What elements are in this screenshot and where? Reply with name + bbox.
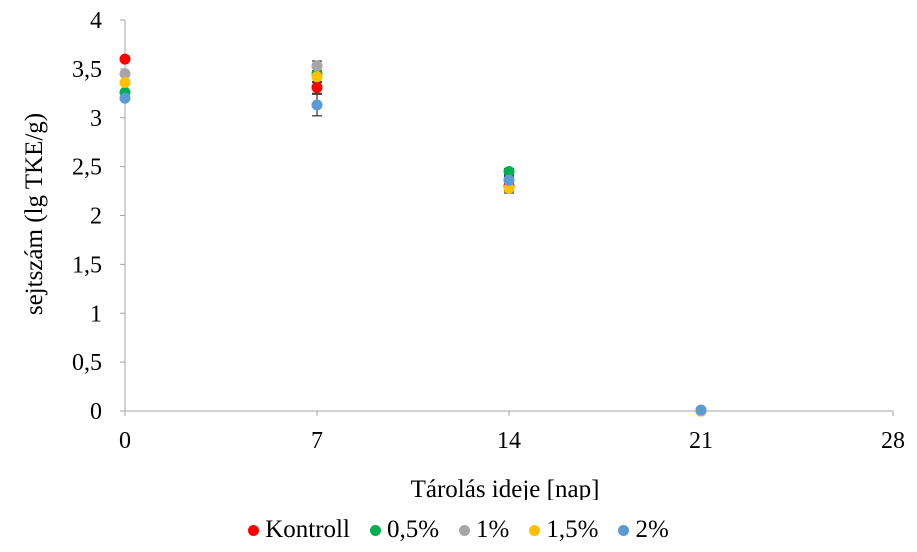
y-tick-label: 0	[90, 399, 102, 425]
chart-legend: Kontroll 0,5% 1% 1,5% 2%	[0, 512, 917, 548]
chart-axes: 0 7 14 21 28 0 0,5 1 1,5 2 2,5 3 3,5 4	[72, 8, 905, 454]
data-point	[119, 68, 131, 80]
legend-marker	[369, 524, 381, 536]
legend-item: 1,5%	[529, 516, 598, 544]
x-axis-title: Tárolás ideje [nap]	[411, 476, 600, 500]
legend-marker	[459, 524, 471, 536]
y-tick-label: 1	[90, 301, 102, 327]
legend-label: 2%	[635, 516, 669, 543]
legend-label: 1%	[476, 516, 510, 543]
data-point	[311, 81, 323, 93]
scatter-chart: 0 7 14 21 28 0 0,5 1 1,5 2 2,5 3 3,5 4 Tárolás ideje …	[21, 8, 905, 500]
data-point	[503, 166, 515, 178]
data-point	[119, 77, 131, 89]
legend-item: Kontroll	[248, 516, 350, 544]
data-point	[311, 71, 323, 83]
data-point	[695, 404, 707, 416]
legend-label: 0,5%	[386, 516, 440, 543]
y-tick-label: 2,5	[72, 155, 102, 181]
x-tick-label: 0	[119, 428, 131, 454]
data-points	[119, 53, 707, 417]
y-tick-label: 2	[90, 204, 102, 230]
x-tick-label: 21	[689, 428, 713, 454]
y-tick-label: 0,5	[72, 350, 102, 376]
data-point	[503, 174, 515, 186]
data-point	[119, 53, 131, 65]
legend-item: 2%	[618, 516, 669, 544]
x-tick-label: 28	[881, 428, 905, 454]
legend-marker	[618, 524, 630, 536]
data-point	[311, 99, 323, 111]
y-tick-label: 3	[90, 106, 102, 132]
y-axis-title: sejtszám (lg TKE/g)	[21, 113, 48, 315]
data-point	[503, 182, 515, 194]
x-tick-label: 14	[497, 428, 521, 454]
legend-label: Kontroll	[265, 516, 350, 543]
data-point	[119, 92, 131, 104]
legend-marker	[248, 524, 260, 536]
legend-item: 0,5%	[369, 516, 440, 544]
y-tick-label: 4	[90, 8, 102, 34]
y-tick-label: 1,5	[72, 252, 102, 278]
data-point	[311, 60, 323, 72]
legend-item: 1%	[459, 516, 509, 544]
legend-marker	[529, 524, 541, 536]
error-bars	[312, 60, 514, 194]
legend-label: 1,5%	[546, 516, 599, 543]
y-tick-label: 3,5	[72, 57, 102, 83]
x-tick-label: 7	[311, 428, 323, 454]
